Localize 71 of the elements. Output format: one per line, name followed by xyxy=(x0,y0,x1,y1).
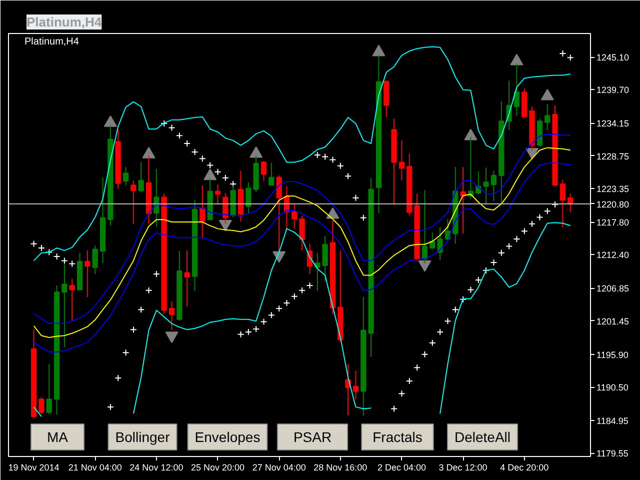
x-tick-label: 21 Nov 04:00 xyxy=(68,462,122,472)
y-tick-label: 1217.80 xyxy=(596,218,630,228)
annotation: MA xyxy=(47,429,69,445)
point xyxy=(418,260,432,272)
candlestick xyxy=(276,175,282,254)
y-tick-label: 1195.90 xyxy=(596,350,628,360)
candlestick xyxy=(168,300,175,331)
x-tick-label: 28 Nov 16:00 xyxy=(314,462,368,472)
point xyxy=(104,116,117,127)
annotation: Platinum,H4 xyxy=(24,36,80,48)
candlestick xyxy=(490,170,497,202)
candlestick xyxy=(352,370,359,400)
y-tick-label: 1179.55 xyxy=(596,448,628,459)
annotation: PSAR xyxy=(293,429,332,445)
candlestick xyxy=(130,180,136,224)
candlestick xyxy=(38,396,44,415)
candlestick xyxy=(560,179,566,228)
line-series xyxy=(33,46,571,262)
point xyxy=(142,146,156,158)
y-tick-label: 1206.85 xyxy=(596,284,630,294)
candlestick xyxy=(46,364,52,415)
x-tick-label: 2 Dec 04:00 xyxy=(377,462,426,472)
annotation: Envelopes xyxy=(194,429,260,445)
candlestick xyxy=(214,184,221,206)
x-tick-label: 24 Nov 12:00 xyxy=(130,462,184,472)
candlestick xyxy=(84,250,90,298)
candlestick xyxy=(200,185,206,238)
ref-line-label: 1220.80 xyxy=(596,199,630,210)
point xyxy=(372,44,386,56)
x-tick-label: 25 Nov 20:00 xyxy=(191,462,245,472)
candlestick xyxy=(292,204,298,230)
x-tick-label: 4 Dec 20:00 xyxy=(500,462,549,472)
x-tick-label: 27 Nov 04:00 xyxy=(252,462,306,472)
point xyxy=(510,54,524,66)
candlestick xyxy=(260,160,267,182)
y-tick-label: 1228.75 xyxy=(596,151,630,162)
y-tick-label: 1201.45 xyxy=(596,316,630,326)
candlestick xyxy=(184,250,190,308)
x-tick-label: 3 Dec 12:00 xyxy=(438,462,488,472)
candlestick xyxy=(268,162,274,186)
point xyxy=(540,88,554,100)
candlestick xyxy=(422,190,428,264)
candlestick xyxy=(544,104,550,131)
candlestick xyxy=(246,182,252,214)
point xyxy=(165,332,178,344)
annotation: DeleteAll xyxy=(454,429,511,445)
candlestick xyxy=(322,235,328,282)
y-tick-label: 1190.50 xyxy=(596,382,628,393)
point xyxy=(218,220,232,232)
y-tick-label: 1223.35 xyxy=(596,184,630,194)
candlestick xyxy=(92,245,98,275)
candlestick xyxy=(398,140,405,181)
point xyxy=(250,146,263,158)
point xyxy=(464,128,478,140)
y-tick-label: 1184.95 xyxy=(596,416,628,426)
candlestick xyxy=(437,226,443,261)
y-tick-label: 1245.10 xyxy=(596,52,630,63)
chart-title: Platinum,H4 xyxy=(26,14,102,30)
candlestick xyxy=(483,167,489,204)
x-tick-label: 19 Nov 2014 xyxy=(8,462,60,472)
y-tick-label: 1234.15 xyxy=(596,118,630,129)
annotation: Bollinger xyxy=(115,429,170,445)
y-tick-label: 1239.70 xyxy=(596,85,630,96)
annotation: Fractals xyxy=(372,429,422,445)
candlestick xyxy=(69,278,75,322)
y-tick-label: 1212.40 xyxy=(596,250,630,260)
candlestick xyxy=(299,215,305,251)
candlestick xyxy=(514,63,520,117)
candlestick xyxy=(138,162,144,193)
point xyxy=(204,168,217,180)
candlestick xyxy=(122,166,129,186)
